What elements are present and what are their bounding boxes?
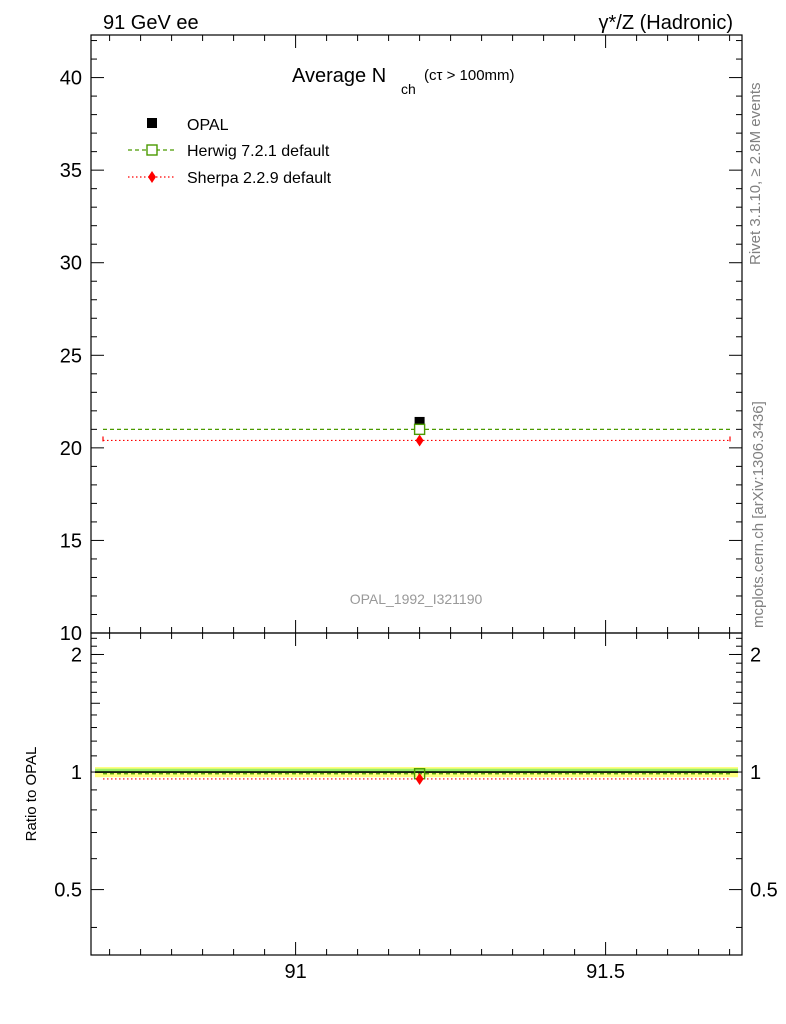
ratio-y-tick-label-right: 0.5 [750,880,778,902]
header-energy-label: 91 GeV ee [103,12,199,34]
ratio-y-axis-label: Ratio to OPAL [23,747,40,842]
main-y-tick-label: 15 [60,530,82,552]
plot-title-condition: (cτ > 100mm) [424,67,515,84]
ratio-x-tick-label: 91.5 [586,961,625,983]
legend-opal-label: OPAL [187,117,229,134]
main-panel: 10 15 20 25 30 35 40 Average N ch (cτ > 100mm)… [60,34,743,645]
ratio-panel: 0.5 0.5 1 1 2 2 91 91.5 Ratio to OPAL [23,632,778,983]
main-y-tick-label: 35 [60,160,82,182]
legend-herwig-marker [146,144,158,156]
ratio-y-axis: 0.5 0.5 1 1 2 2 [54,637,778,928]
main-y-tick-label: 25 [60,345,82,367]
ratio-y-tick-label-right: 1 [750,762,761,784]
ratio-x-axis: 91 91.5 [109,633,731,983]
legend-sherpa-label: Sherpa 2.2.9 default [187,170,332,187]
main-y-tick-label: 10 [60,623,82,645]
main-y-tick-label: 40 [60,68,82,90]
mcplots-label: mcplots.cern.ch [arXiv:1306.3436] [750,401,767,628]
main-y-tick-label: 30 [60,253,82,275]
legend: OPAL Herwig 7.2.1 default Sherpa 2.2.9 d… [128,117,332,187]
main-mc-point [413,423,426,436]
main-series [102,416,731,447]
header-process-label: γ*/Z (Hadronic) [599,12,733,34]
rivet-version-label: Rivet 3.1.10, ≥ 2.8M events [747,83,764,266]
legend-herwig-label: Herwig 7.2.1 default [187,143,330,160]
ratio-stat-band [95,768,738,773]
ratio-y-tick-label-left: 2 [71,644,82,666]
ratio-x-tick-label: 91 [284,961,306,983]
main-y-axis: 10 15 20 25 30 35 40 [60,40,742,645]
ratio-frame [90,632,743,956]
main-y-tick-label: 20 [60,438,82,460]
plot-title-subscript: ch [401,81,416,97]
legend-opal-marker [147,118,157,128]
ratio-series [95,768,738,785]
main-mc-point [415,434,424,447]
legend-sherpa-marker [148,171,156,183]
main-x-ticks [109,35,731,633]
analysis-watermark: OPAL_1992_I321190 [350,591,483,607]
main-data-point [414,416,425,427]
ratio-mc-point [415,772,424,785]
ratio-y-tick-label-right: 2 [750,644,761,666]
plot-title: Average N [292,65,386,87]
ratio-y-tick-label-left: 0.5 [54,880,82,902]
ratio-y-tick-label-left: 1 [71,762,82,784]
